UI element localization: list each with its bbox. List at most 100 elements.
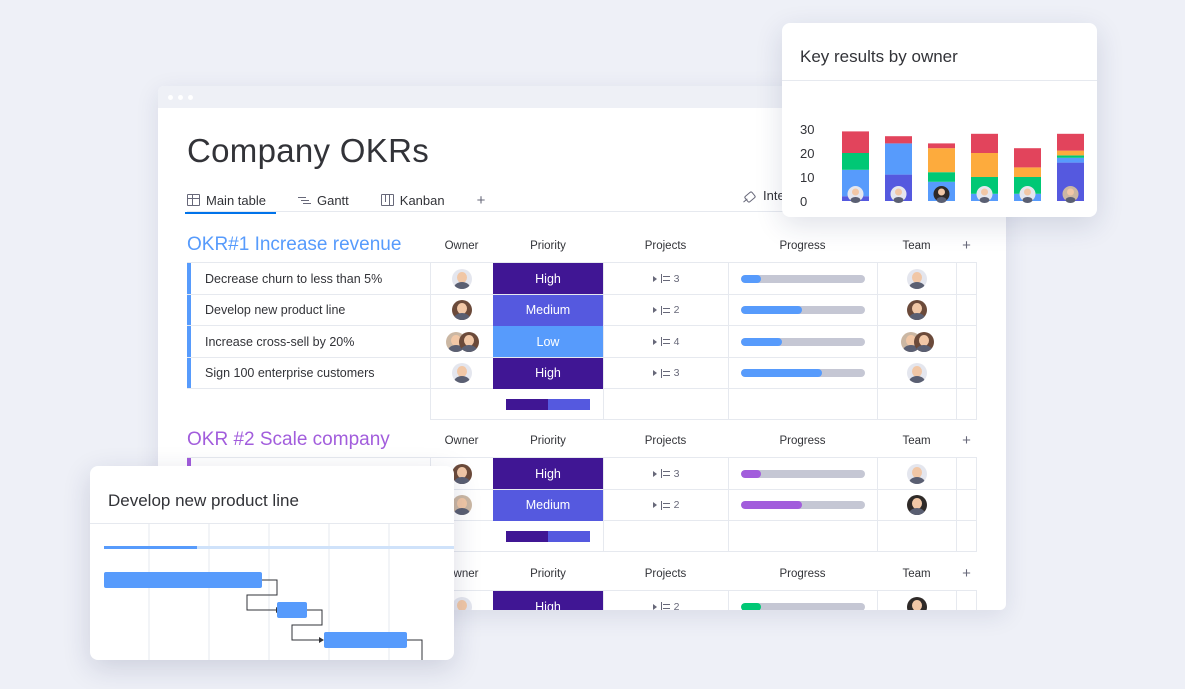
team-cell[interactable] [877,294,956,326]
team-cell[interactable] [877,591,956,610]
header-priority[interactable]: Priority [530,568,566,580]
projects-cell[interactable]: 2 [603,591,728,610]
priority-status[interactable]: High [493,263,603,294]
chart-bar-segment[interactable] [842,131,869,153]
tab-gantt[interactable]: Gantt [297,188,349,212]
window-dot [178,94,183,100]
gantt-arrow-head [319,637,324,643]
chart-bar-segment[interactable] [1014,177,1041,194]
plug-icon [743,189,757,203]
owner-cell[interactable] [430,263,493,294]
team-cell[interactable] [877,357,956,389]
group-title[interactable]: OKR #2 Scale company [187,429,390,450]
progress-fill [741,501,802,509]
chart-bar-segment[interactable] [885,143,912,175]
item-name[interactable]: Decrease churn to less than 5% [205,271,383,286]
projects-cell[interactable]: 3 [603,357,728,389]
tab-label: Gantt [316,192,349,208]
progress-cell [728,489,877,521]
projects-cell[interactable]: 2 [603,489,728,521]
header-priority[interactable]: Priority [530,240,566,252]
chart-bar-segment[interactable] [1057,150,1084,156]
table-row[interactable]: Sign 100 enterprise customers High 3 [187,357,977,389]
header-progress[interactable]: Progress [779,240,826,252]
owner-cell[interactable] [430,294,493,326]
header-projects[interactable]: Projects [644,568,687,580]
priority-status[interactable]: High [493,357,603,389]
table-row[interactable]: Medium 2 [187,489,977,521]
header-projects[interactable]: Projects [644,240,687,252]
header-progress[interactable]: Progress [779,435,826,447]
priority-status[interactable]: Medium [493,489,603,521]
owner-cell[interactable] [430,326,493,357]
add-view-button[interactable]: + [476,191,486,209]
table-row[interactable]: Develop new product line Medium 2 [187,294,977,326]
add-column-button[interactable]: + [962,432,971,449]
chart-bar-segment[interactable] [842,153,869,170]
y-tick-label: 10 [800,170,814,185]
header-progress[interactable]: Progress [779,568,826,580]
add-column-button[interactable]: + [962,237,971,254]
projects-cell[interactable]: 4 [603,326,728,357]
chart-bar-segment[interactable] [1014,167,1041,177]
team-cell[interactable] [877,489,956,521]
chart-bar-segment[interactable] [928,143,955,149]
header-priority[interactable]: Priority [530,435,566,447]
header-projects[interactable]: Projects [644,435,687,447]
chart-bar-segment[interactable] [1014,148,1041,168]
owner-cell[interactable] [430,357,493,389]
chart-bar-segment[interactable] [1057,133,1084,151]
chart-bar-segment[interactable] [928,148,955,173]
chart-bar-segment[interactable] [971,153,998,177]
item-name[interactable]: Develop new product line [205,303,346,317]
group-title[interactable]: OKR#1 Increase revenue [187,234,402,255]
table-row[interactable]: High 2 [187,591,977,610]
header-owner[interactable]: Owner [444,435,479,447]
subitems-icon [660,469,670,478]
summary-medium-segment [548,530,590,542]
add-column-button[interactable]: + [962,565,971,582]
projects-cell[interactable]: 3 [603,458,728,489]
summary-cell [603,521,728,552]
table-row[interactable]: Increase cross-sell by 20% Low 4 [187,326,977,358]
item-name[interactable]: Sign 100 enterprise customers [205,366,375,380]
progress-bar [741,602,865,610]
chart-divider [782,80,1097,81]
table-row[interactable]: Decrease churn to less than 5% High 3 [187,263,977,295]
projects-cell[interactable]: 3 [603,263,728,294]
tab-main-table[interactable]: Main table [185,188,276,214]
avatar [458,331,479,352]
item-name[interactable]: Increase cross-sell by 20% [205,334,355,349]
team-cell[interactable] [877,458,956,489]
team-cell[interactable] [877,263,956,294]
group-rows: Decrease churn to less than 5% High 3 De… [187,262,977,420]
tab-kanban[interactable]: Kanban [380,188,445,212]
chart-bar-segment[interactable] [971,177,998,194]
header-owner[interactable]: Owner [444,240,479,252]
priority-status[interactable]: Low [493,326,603,357]
chart-bar-segment[interactable] [885,136,912,144]
table-row[interactable]: High 3 [187,458,977,490]
avatar [907,300,927,320]
summary-cell [877,521,956,552]
kanban-icon [380,194,394,206]
chart-bar-segment[interactable] [1057,157,1084,163]
team-cell[interactable] [877,326,956,357]
progress-bar [741,501,865,509]
priority-status[interactable]: High [493,458,603,489]
chart-bar-segment[interactable] [971,133,998,153]
priority-summary-bar [506,398,590,410]
projects-cell[interactable]: 2 [603,294,728,326]
progress-fill [741,274,761,283]
priority-status[interactable]: High [493,591,603,610]
gantt-divider [90,523,454,524]
header-team[interactable]: Team [902,240,931,252]
header-team[interactable]: Team [902,435,931,447]
chart-bar-segment[interactable] [928,172,955,182]
progress-cell [728,294,877,326]
progress-fill [741,602,761,610]
priority-status[interactable]: Medium [493,294,603,326]
chart-bar-segment[interactable] [1057,155,1084,158]
header-team[interactable]: Team [902,568,931,580]
owner-avatar [933,186,950,203]
